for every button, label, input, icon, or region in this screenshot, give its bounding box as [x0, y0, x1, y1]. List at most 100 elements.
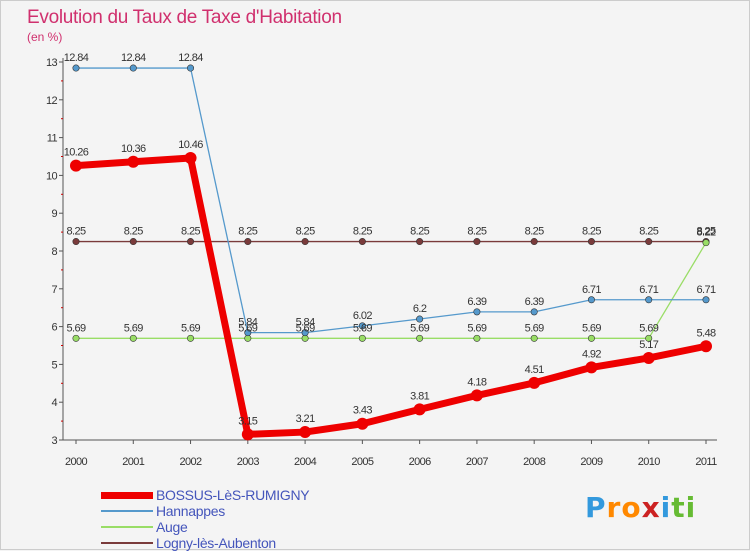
data-label-2: 12.84	[178, 52, 203, 64]
series-point-2	[358, 322, 366, 330]
axes: 3 4 5 6 7 8 9 10 11 12 13 2000 2001 2002 2003 2004 2005 2…	[46, 57, 718, 468]
series-point-2	[645, 296, 653, 304]
series-point-2	[301, 329, 309, 337]
series-point-1	[416, 334, 424, 342]
legend-item-hannappes: Hannappes	[101, 503, 309, 519]
series-point-3	[241, 428, 254, 441]
data-label-3: 3.43	[353, 405, 372, 417]
data-label-3: 3.21	[296, 413, 315, 425]
data-label-0: 8.25	[66, 226, 85, 238]
series-point-1	[473, 334, 481, 342]
series-point-1	[358, 334, 366, 342]
data-label-1: 8.22	[696, 227, 715, 239]
data-label-0: 8.25	[124, 226, 143, 238]
data-label-1: 5.69	[582, 322, 601, 334]
data-label-2: 6.2	[413, 303, 427, 315]
series-point-2	[587, 296, 595, 304]
series-point-3	[70, 159, 82, 172]
data-label-0: 8.25	[582, 226, 601, 238]
y-tick-label: 7	[51, 284, 57, 296]
data-label-1: 5.69	[467, 322, 486, 334]
logo-letter: r	[606, 491, 622, 524]
data-label-3: 4.18	[467, 376, 486, 388]
series-point-0	[358, 238, 366, 246]
legend-swatch-auge	[101, 526, 153, 528]
data-label-0: 8.25	[410, 226, 429, 238]
series-point-0	[416, 238, 424, 246]
data-label-1: 5.69	[66, 322, 85, 334]
series-point-0	[301, 238, 309, 246]
legend-swatch-bossus	[101, 491, 153, 499]
series-point-0	[187, 238, 195, 246]
chart-title: Evolution du Taux de Taxe d'Habitation	[27, 7, 342, 28]
x-tick-label: 2000	[65, 456, 88, 468]
y-tick-label: 13	[46, 57, 58, 69]
series-point-0	[244, 238, 252, 246]
data-label-2: 6.71	[696, 284, 715, 296]
x-tick-label: 2011	[695, 456, 717, 468]
data-label-0: 8.25	[296, 226, 315, 238]
series-point-0	[645, 238, 653, 246]
legend-label-auge: Auge	[156, 519, 188, 535]
data-label-1: 5.69	[124, 322, 143, 334]
series-point-1	[645, 334, 653, 342]
series-point-2	[702, 296, 710, 304]
series-point-1	[702, 239, 710, 247]
x-tick-label: 2006	[409, 456, 432, 468]
series-line-3	[72, 154, 710, 438]
x-tick-label: 2003	[237, 456, 260, 468]
y-tick-label: 4	[51, 397, 57, 409]
legend-label-bossus: BOSSUS-LèS-RUMIGNY	[156, 487, 310, 503]
data-label-2: 6.71	[582, 284, 601, 296]
y-tick-label: 10	[46, 170, 58, 182]
series-point-2	[129, 64, 137, 72]
x-tick-label: 2009	[580, 456, 603, 468]
logo-letter: i	[685, 491, 697, 524]
data-label-0: 8.25	[467, 226, 486, 238]
series-point-0	[473, 238, 481, 246]
series-point-3	[585, 361, 598, 374]
series-point-3	[642, 351, 655, 364]
series-point-3	[700, 340, 712, 353]
data-label-2: 6.71	[639, 284, 658, 296]
data-label-0: 8.25	[525, 226, 544, 238]
series-point-2	[244, 329, 252, 337]
legend-swatch-logny	[101, 542, 153, 544]
proxiti-logo: Proxiti	[585, 491, 696, 524]
data-label-1: 5.69	[238, 322, 257, 334]
data-label-2: 12.84	[64, 52, 89, 64]
y-tick-label: 12	[46, 95, 58, 107]
data-label-0: 8.25	[353, 226, 372, 238]
data-label-2: 5.84	[238, 317, 257, 329]
y-tick-label: 11	[47, 133, 58, 145]
data-label-2: 5.84	[296, 317, 315, 329]
data-label-0: 8.25	[181, 226, 200, 238]
data-label-2: 6.02	[353, 310, 372, 322]
data-label-1: 5.69	[296, 322, 315, 334]
data-label-1: 5.69	[410, 322, 429, 334]
series-point-0	[530, 238, 538, 246]
x-tick-label: 2005	[351, 456, 374, 468]
x-tick-label: 2010	[638, 456, 661, 468]
series-point-1	[129, 334, 137, 342]
series-point-2	[473, 308, 481, 316]
x-tick-label: 2008	[523, 456, 546, 468]
x-tick-label: 2007	[466, 456, 489, 468]
series-point-2	[416, 315, 424, 323]
series-point-3	[413, 403, 426, 416]
data-label-1: 5.69	[181, 322, 200, 334]
legend-label-logny: Logny-lès-Aubenton	[156, 535, 276, 551]
series-point-3	[356, 417, 369, 430]
x-tick-label: 2002	[180, 456, 203, 468]
data-label-3: 5.17	[639, 339, 658, 351]
series-point-0	[72, 238, 80, 246]
x-tick-label: 2004	[294, 456, 317, 468]
legend-label-hannappes: Hannappes	[156, 503, 225, 519]
series-point-0	[587, 238, 595, 246]
data-label-3: 10.26	[64, 147, 89, 159]
y-tick-label: 5	[51, 359, 57, 371]
logo-letter: t	[671, 491, 686, 524]
data-label-2: 6.39	[525, 296, 544, 308]
data-label-2: 12.84	[121, 52, 146, 64]
